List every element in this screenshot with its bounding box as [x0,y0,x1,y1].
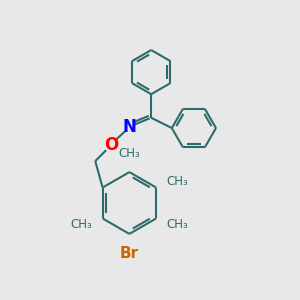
Text: CH₃: CH₃ [70,218,92,231]
Text: N: N [122,118,136,136]
Text: CH₃: CH₃ [167,175,189,188]
Text: Br: Br [120,246,139,261]
Text: CH₃: CH₃ [167,218,189,231]
Text: CH₃: CH₃ [118,147,140,160]
Text: O: O [104,136,118,154]
